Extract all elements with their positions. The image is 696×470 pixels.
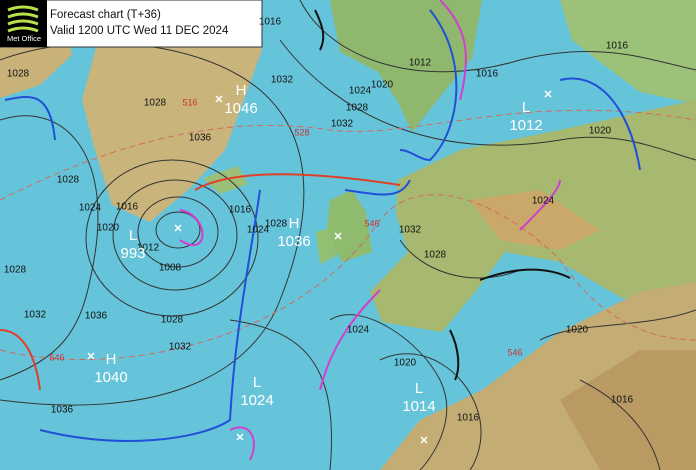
center-marker	[236, 433, 244, 441]
isobar-label: 1028	[265, 219, 288, 230]
pressure-letter: L	[129, 227, 137, 244]
isobar-label: 1024	[532, 196, 555, 207]
isobar-label: 1016	[259, 17, 282, 28]
isobar-label: 1024	[349, 86, 372, 97]
isobar-label: 1016	[611, 395, 634, 406]
isobar-label: 1028	[57, 175, 80, 186]
header-box: Met Office Forecast chart (T+36) Valid 1…	[0, 0, 263, 48]
labels: 1016102810281036103210121016102010241028…	[4, 17, 634, 444]
isobar-label: 1020	[97, 223, 120, 234]
isobar-label: 1016	[476, 69, 499, 80]
isobar-label: 1024	[79, 203, 102, 214]
center-marker	[544, 90, 552, 98]
pressure-letter: H	[236, 82, 247, 99]
isobar-label: 1032	[169, 342, 192, 353]
pressure-letter: H	[106, 351, 117, 368]
thickness-label: 546	[507, 347, 522, 357]
center-marker	[174, 224, 182, 232]
isobar-label: 1012	[137, 243, 160, 254]
chart-title: Forecast chart (T+36)	[50, 9, 161, 21]
logo-text: Met Office	[7, 34, 41, 43]
thickness-label: 516	[182, 97, 197, 107]
isobar-label: 1036	[85, 311, 108, 322]
pressure-letter: L	[415, 380, 423, 397]
isobar-label: 1028	[4, 265, 27, 276]
isobar-label: 1016	[457, 413, 480, 424]
thickness-label: 546	[49, 352, 64, 362]
isobar-label: 1020	[589, 126, 612, 137]
pressure-letter: H	[289, 215, 300, 232]
center-marker	[215, 95, 223, 103]
thickness-label: 528	[294, 127, 309, 137]
isobar-label: 1024	[347, 325, 370, 336]
center-marker	[420, 436, 428, 444]
thickness-label: 546	[364, 218, 379, 228]
pressure-value: 1046	[224, 100, 257, 117]
isobar-label: 1028	[424, 250, 447, 261]
valid-time: Valid 1200 UTC Wed 11 DEC 2024	[50, 25, 229, 37]
isobar-label: 1032	[24, 310, 47, 321]
isobar-label: 1020	[566, 325, 589, 336]
isobar-label: 1032	[331, 119, 354, 130]
fronts	[0, 0, 641, 461]
isobar-label: 1028	[7, 69, 30, 80]
isobar-label: 1028	[161, 315, 184, 326]
pressure-value: 1040	[94, 369, 127, 386]
center-marker	[87, 352, 95, 360]
pressure-value: 993	[120, 245, 145, 262]
pressure-value: 1014	[402, 398, 435, 415]
isobar-label: 1036	[189, 133, 212, 144]
pressure-value: 1024	[240, 392, 273, 409]
isobar-label: 1020	[371, 80, 394, 91]
isobar-label: 1016	[116, 202, 139, 213]
pressure-letter: L	[522, 99, 530, 116]
isobar-label: 1036	[51, 405, 74, 416]
isobar-label: 1032	[271, 75, 294, 86]
isobar-label: 1008	[159, 263, 182, 274]
isobar-label: 1012	[409, 58, 432, 69]
center-marker	[334, 232, 342, 240]
pressure-value: 1012	[509, 117, 542, 134]
isobar-label: 1016	[229, 205, 252, 216]
isobar-label: 1024	[247, 225, 270, 236]
isobar-label: 1028	[346, 103, 369, 114]
isobar-label: 1016	[606, 41, 629, 52]
thickness-lines	[0, 109, 696, 360]
isobar-label: 1028	[144, 98, 167, 109]
isobar-label: 1032	[399, 225, 422, 236]
pressure-value: 1036	[277, 233, 310, 250]
isobar-label: 1020	[394, 358, 417, 369]
pressure-letter: L	[253, 374, 261, 391]
